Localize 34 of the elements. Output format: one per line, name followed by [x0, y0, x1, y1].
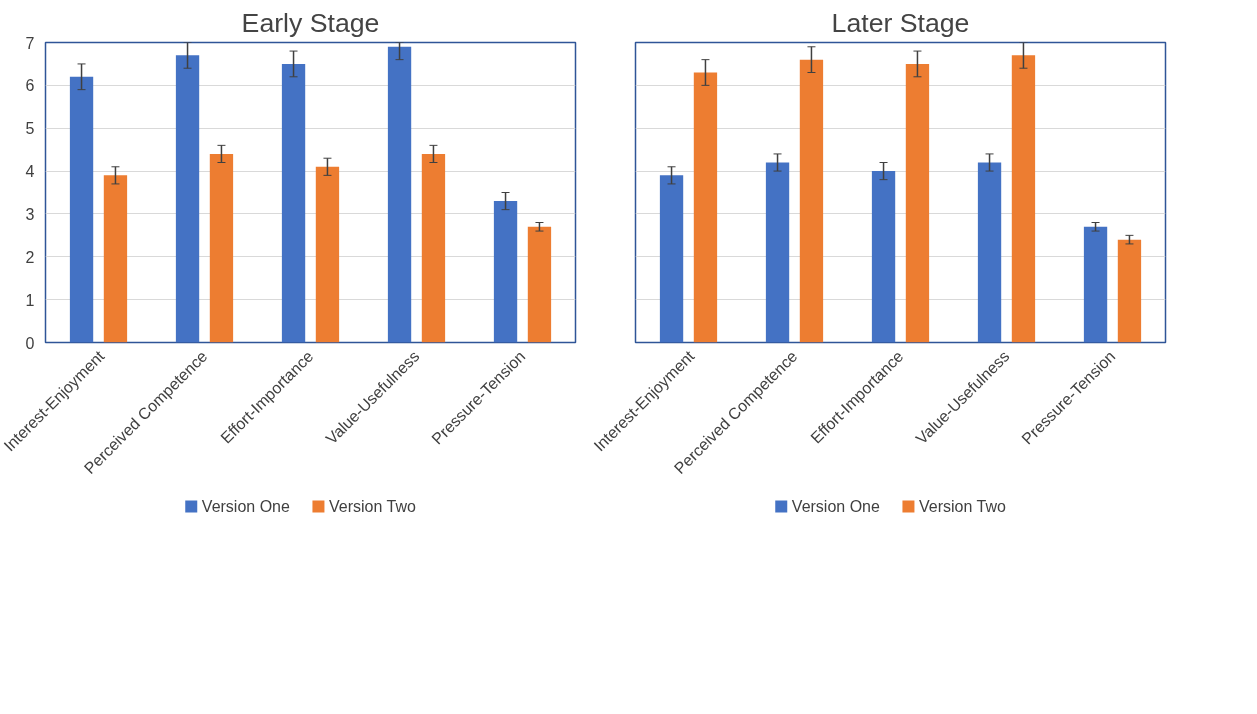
- bar: [493, 201, 518, 343]
- bar: [69, 76, 94, 343]
- bar: [387, 46, 412, 343]
- y-tick-label: 1: [25, 291, 35, 309]
- bar: [209, 153, 234, 343]
- bar: [315, 166, 340, 343]
- bar: [659, 175, 684, 343]
- bar: [175, 55, 200, 343]
- legend-label: Version Two: [329, 498, 417, 515]
- bar: [905, 63, 930, 343]
- bar: [693, 72, 718, 343]
- legend-label: Version One: [201, 498, 291, 515]
- y-tick-label: 0: [25, 334, 35, 352]
- bar: [421, 153, 446, 343]
- bar: [1117, 239, 1142, 343]
- bar: [1011, 55, 1036, 343]
- bar: [1083, 226, 1108, 343]
- bar: [281, 63, 306, 343]
- legend-label: Version Two: [919, 498, 1007, 515]
- bar: [765, 162, 790, 343]
- bar: [527, 226, 552, 343]
- bar: [977, 162, 1002, 343]
- y-tick-label: 4: [25, 163, 35, 181]
- bar: [799, 59, 824, 343]
- legend-label: Version One: [791, 498, 881, 515]
- y-tick-label: 3: [25, 205, 35, 223]
- chart-title: Later Stage: [831, 7, 970, 38]
- y-tick-label: 6: [25, 77, 35, 95]
- y-tick-label: 5: [25, 120, 35, 138]
- bar: [103, 175, 128, 343]
- y-tick-label: 7: [25, 34, 35, 52]
- chart-title: Early Stage: [241, 7, 380, 38]
- y-tick-label: 2: [25, 248, 35, 266]
- bar: [871, 171, 896, 343]
